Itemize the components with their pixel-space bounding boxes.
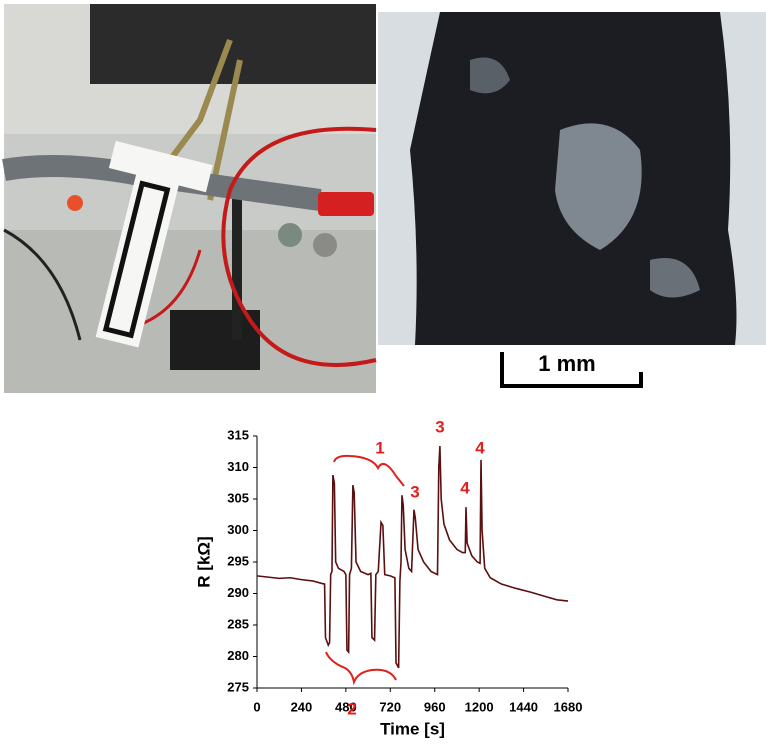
brace-bottom	[326, 652, 396, 682]
y-tick-label: 275	[227, 679, 249, 694]
y-tick-label: 300	[227, 522, 249, 537]
y-tick-label: 290	[227, 585, 249, 600]
scale-bar-label: 1 mm	[538, 351, 595, 376]
brace-top	[334, 456, 404, 486]
photo-micrograph	[378, 12, 766, 345]
x-tick-label: 1680	[554, 699, 583, 714]
annotation: 3	[435, 417, 444, 436]
page: 1 mm 27528028529029530030531031502404807…	[0, 0, 766, 745]
x-tick-label: 1200	[465, 699, 494, 714]
data-line	[257, 446, 568, 668]
y-axis-label: R [kΩ]	[194, 536, 213, 587]
x-tick-label: 240	[291, 699, 313, 714]
y-tick-label: 315	[227, 427, 249, 442]
annotation: 1	[375, 438, 384, 457]
photo-sensor-setup	[4, 4, 376, 393]
y-tick-label: 295	[227, 553, 249, 568]
x-tick-label: 960	[424, 699, 446, 714]
annotation: 3	[410, 482, 419, 501]
annotation: 4	[475, 438, 485, 457]
y-tick-label: 305	[227, 490, 249, 505]
x-tick-label: 0	[253, 699, 260, 714]
annotation: 4	[460, 478, 470, 497]
y-tick-label: 285	[227, 616, 249, 631]
figure: 1 mm 27528028529029530030531031502404807…	[0, 0, 766, 740]
x-tick-label: 720	[379, 699, 401, 714]
annotation: 2	[347, 699, 356, 718]
y-tick-label: 280	[227, 648, 249, 663]
x-axis-label: Time [s]	[380, 719, 445, 738]
y-tick-label: 310	[227, 459, 249, 474]
x-tick-label: 1440	[509, 699, 538, 714]
